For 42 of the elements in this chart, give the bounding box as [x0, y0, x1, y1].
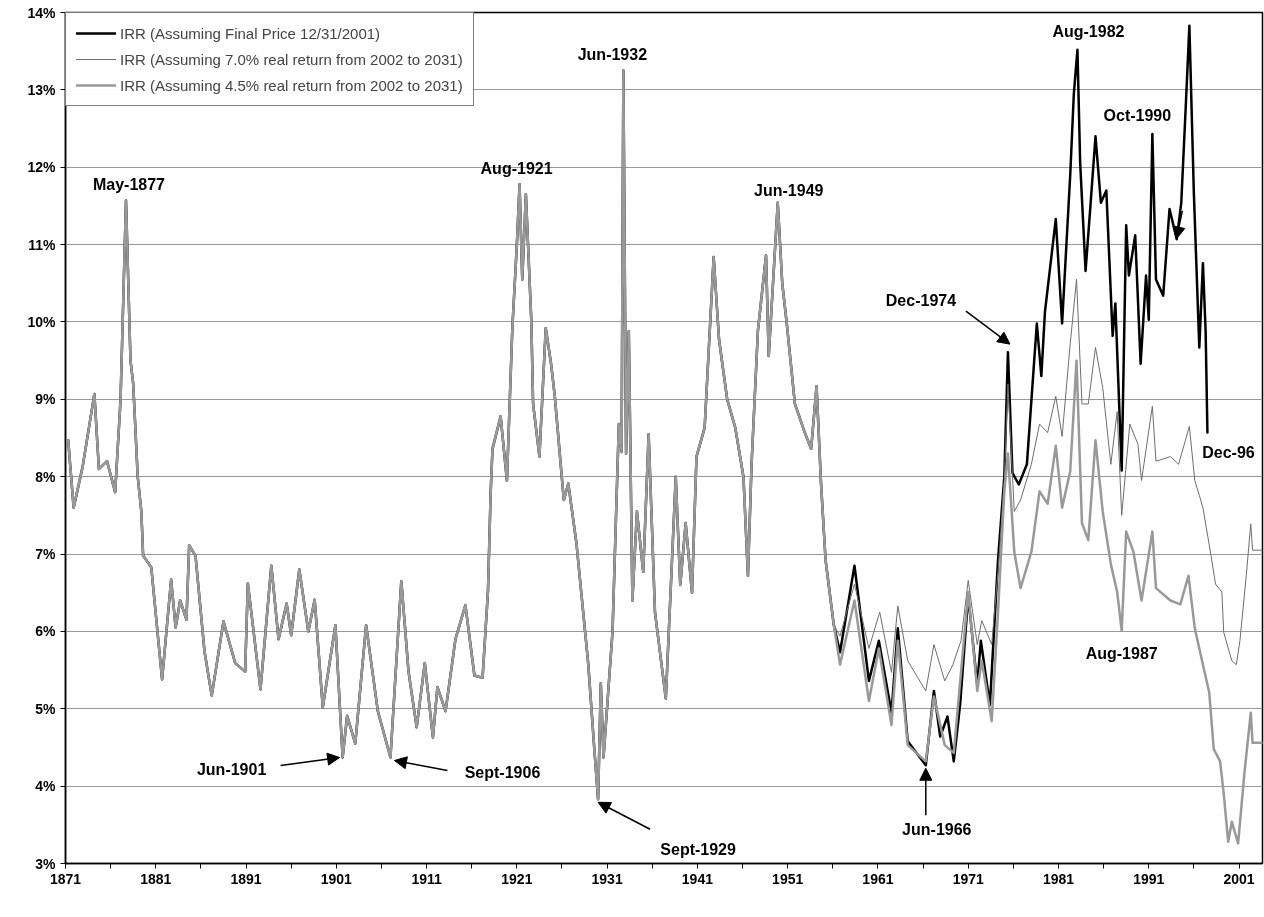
y-tick-label: 5% [35, 700, 57, 717]
y-tick-label: 14% [27, 4, 57, 21]
y-tick-label: 7% [35, 546, 57, 563]
x-tick-label: 1921 [501, 870, 533, 887]
annotation: Dec-96 [1202, 444, 1255, 462]
y-tick-label: 13% [27, 81, 57, 98]
x-tick-label: 1901 [320, 870, 353, 887]
x-tick-label: 1931 [591, 870, 623, 887]
y-tick-label: 10% [27, 313, 57, 330]
annotation: Jun-1966 [902, 820, 972, 838]
annotation: Jun-1901 [196, 761, 267, 779]
legend-label: IRR (Assuming Final Price 12/31/2001) [120, 24, 381, 42]
y-tick-label: 8% [35, 468, 57, 485]
x-tick-label: 1991 [1133, 870, 1165, 887]
x-tick-label: 1911 [411, 870, 442, 887]
y-tick-label: 9% [35, 391, 57, 408]
x-tick-label: 1941 [681, 870, 714, 887]
annotation: May-1877 [92, 175, 166, 193]
annotation: Dec-1974 [885, 291, 957, 309]
y-tick-label: 12% [27, 159, 57, 176]
annotation: Jun-1949 [754, 182, 824, 200]
y-tick-label: 6% [35, 623, 57, 640]
x-tick-label: 1971 [952, 870, 984, 887]
y-tick-label: 11% [28, 236, 57, 253]
y-tick-label: 4% [35, 778, 57, 795]
annotation: Jun-1932 [577, 46, 648, 64]
x-tick-label: 1981 [1042, 870, 1075, 887]
x-tick-label: 1951 [772, 870, 804, 887]
annotation: Sept-1929 [660, 840, 736, 858]
annotation: Oct-1990 [1103, 107, 1172, 125]
x-tick-label: 1891 [230, 870, 262, 887]
annotation: Aug-1987 [1085, 645, 1158, 663]
x-tick-label: 1871 [49, 870, 82, 887]
x-tick-label: 1961 [862, 870, 894, 887]
legend-label: IRR (Assuming 7.0% real return from 2002 to 2031) [120, 50, 463, 68]
legend-label: IRR (Assuming 4.5% real return from 2002 to 2031) [120, 76, 463, 94]
x-tick-label: 1881 [140, 870, 172, 887]
annotation: Aug-1921 [480, 159, 553, 177]
x-tick-label: 2001 [1223, 870, 1255, 887]
annotation: Aug-1982 [1052, 23, 1125, 41]
annotation: Sept-1906 [464, 764, 541, 782]
y-tick-label: 3% [35, 855, 57, 872]
